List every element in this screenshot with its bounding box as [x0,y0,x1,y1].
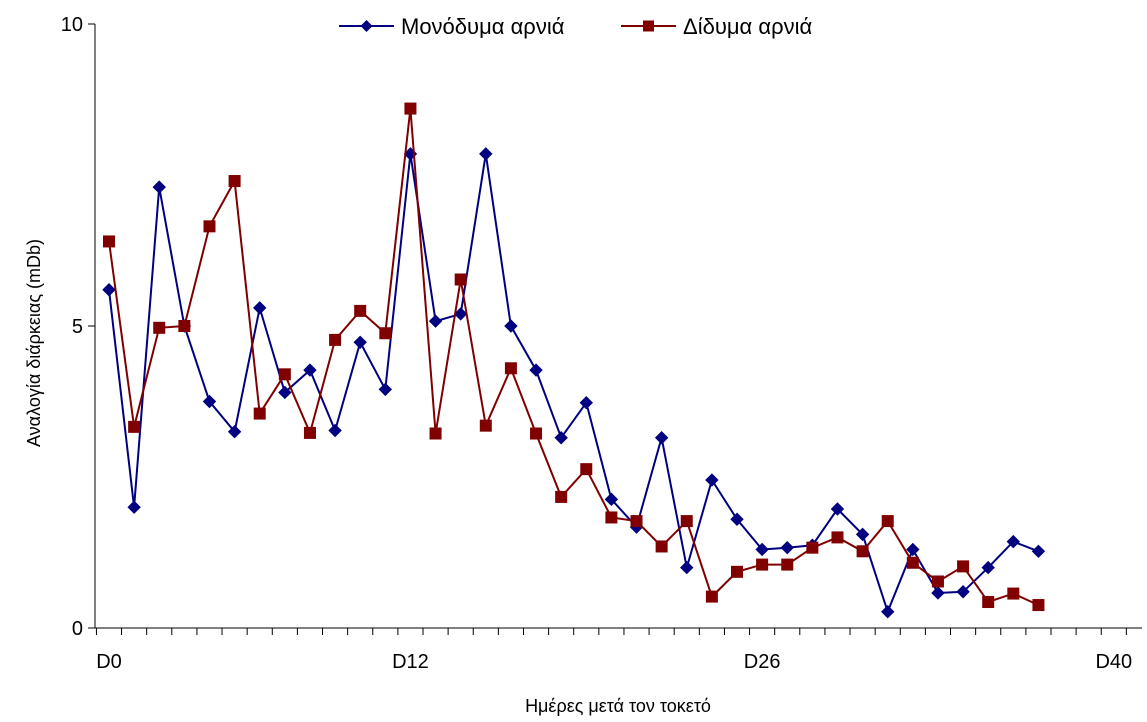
data-point [555,490,568,503]
x-axis-title: Ημέρες μετά τον τοκετό [525,696,711,716]
data-point [781,558,794,571]
data-point [227,424,242,439]
data-point [353,335,367,350]
data-point [202,394,217,409]
legend-label: Δίδυμα αρνιά [683,14,812,39]
data-point [153,321,166,334]
data-point [906,556,919,569]
legend-item-2: Δίδυμα αρνιά [621,14,812,39]
data-point [931,575,944,588]
data-point [579,396,593,410]
data-point [1006,534,1021,549]
data-point [554,431,568,445]
data-point [128,420,141,433]
data-point [1007,587,1020,600]
data-point [429,427,442,440]
data-point [855,527,870,542]
data-point [178,320,191,332]
data-point [428,314,443,328]
axes: 0 5 10 D0 D12 D26 D40 [61,14,1142,673]
data-point [152,180,166,194]
y-tick-label: 5 [72,316,83,338]
data-point [780,540,794,555]
data-point [956,585,970,599]
data-point [504,319,518,333]
series-line [108,153,1039,615]
data-point [278,385,292,400]
x-tick-label: D26 [744,651,781,673]
data-point [479,419,492,432]
data-point [1032,599,1045,612]
data-point [981,560,995,575]
data-point [504,362,517,375]
x-tick-label: D40 [1095,651,1132,673]
data-point [931,586,945,600]
data-point [530,427,543,440]
data-point [705,590,718,603]
data-point [328,423,342,438]
data-point [278,368,291,381]
data-point [379,327,392,340]
data-point [253,301,267,315]
legend-item-1: Μονόδυμα αρνιά [339,14,565,39]
data-point [605,511,618,524]
y-tick-label: 10 [61,14,83,36]
data-point [856,545,869,558]
y-tick-label: 0 [72,618,83,640]
data-point [680,515,693,528]
legend-marker [360,20,373,32]
data-point [705,473,719,487]
data-point [982,596,995,609]
data-point [303,363,317,377]
legend-marker [643,20,654,32]
data-point [604,492,619,507]
data-point [730,565,743,578]
data-point [755,542,769,557]
data-point [957,560,970,573]
data-point [203,220,216,233]
data-point [881,515,894,528]
data-point [453,307,468,321]
data-point [1031,544,1046,558]
data-point [680,560,694,575]
data-point [127,500,141,514]
data-point [831,531,844,544]
data-point [580,463,593,476]
x-tick-label: D0 [96,651,122,673]
data-point [253,407,266,420]
data-point [654,431,669,445]
data-point [906,542,920,557]
legend-label: Μονόδυμα αρνιά [401,14,565,39]
data-point [479,147,493,161]
data-point [830,502,845,516]
series-layer [102,102,1046,619]
data-point [756,558,769,571]
data-point [329,333,342,346]
data-point [354,304,367,317]
data-point [303,426,316,439]
series-2 [103,102,1045,612]
data-point [228,175,241,188]
data-point [103,235,115,248]
data-point [102,283,116,297]
y-axis-title: Αναλογία διάρκειας (mDb) [24,239,44,447]
data-point [378,382,393,397]
data-point [454,273,467,286]
series-line [108,108,1039,606]
data-point [881,604,895,619]
data-point [655,540,668,553]
legend: Μονόδυμα αρνιά Δίδυμα αρνιά [339,14,812,39]
data-point [529,363,543,377]
data-point [730,512,744,526]
data-point [806,541,819,554]
x-tick-label: D12 [392,651,429,673]
data-point [404,102,417,115]
data-point [630,515,643,528]
